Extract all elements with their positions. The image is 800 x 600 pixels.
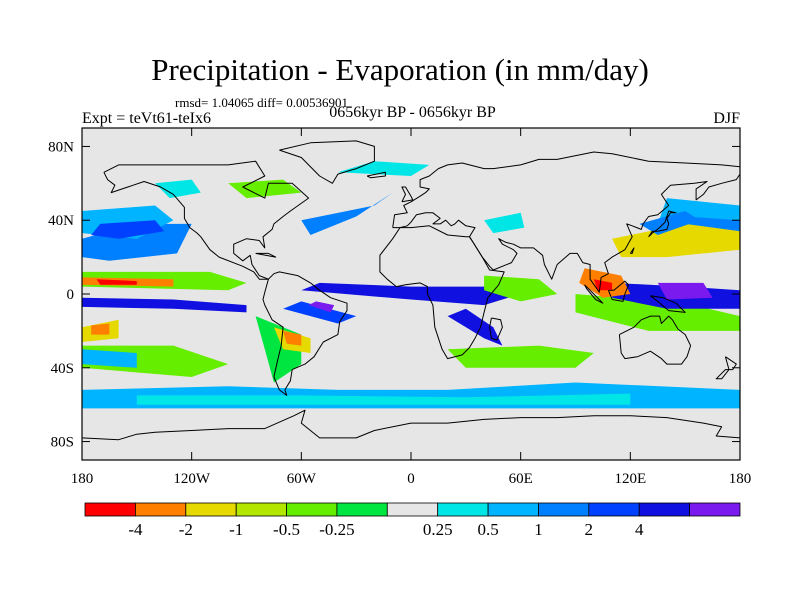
plot-title: Precipitation - Evaporation (in mm/day) — [151, 52, 649, 87]
colorbar-tick-label: -2 — [179, 520, 193, 539]
colorbar-swatch — [235, 502, 287, 517]
pe-contour-region — [283, 301, 357, 324]
y-tick-label: 40N — [48, 213, 74, 229]
coastline — [650, 295, 686, 313]
pe-contour-region — [155, 179, 201, 199]
season-label: DJF — [713, 110, 740, 127]
y-tick-label: 80S — [51, 435, 74, 451]
pe-contour-region — [136, 393, 631, 405]
colorbar-tick-label: -0.5 — [273, 520, 300, 539]
coastline — [392, 151, 740, 293]
colorbar-swatch — [185, 502, 237, 517]
period-label: 0656kyr BP - 0656kyr BP — [329, 104, 496, 121]
y-tick-label: 80N — [48, 139, 74, 155]
pe-contour-region — [228, 179, 302, 199]
colorbar-swatch — [386, 502, 439, 517]
colorbar-tick-label: -0.25 — [319, 520, 354, 539]
pe-contour-region — [639, 211, 700, 235]
pe-contour-region — [447, 345, 594, 368]
colorbar-tick-label: 4 — [635, 520, 644, 539]
y-tick-label: 0 — [67, 287, 75, 303]
colorbar-tick-label: 0.25 — [423, 520, 453, 539]
coastline — [366, 171, 386, 179]
pe-contour-region — [484, 275, 558, 302]
colorbar-swatch — [689, 502, 741, 517]
coastline — [584, 284, 604, 304]
coastline — [401, 186, 414, 203]
x-tick-label: 0 — [407, 471, 415, 487]
coastline — [629, 247, 635, 254]
colorbar-swatch — [286, 502, 338, 517]
coastline — [618, 315, 692, 365]
colorbar-swatch — [538, 502, 590, 517]
x-tick-label: 180 — [729, 471, 752, 487]
coastline — [279, 140, 375, 184]
colorbar-swatch — [84, 502, 136, 517]
stats-label: rmsd= 1.04065 diff= 0.00536901 — [175, 95, 348, 110]
y-tick-label: 40S — [51, 361, 74, 377]
colorbar-tick-label: -4 — [128, 520, 143, 539]
pe-contour-region — [82, 349, 137, 368]
pe-contour-region — [91, 220, 165, 239]
pe-contour-region — [91, 323, 110, 335]
pe-contour-region — [612, 223, 740, 258]
pe-contour-region — [301, 192, 393, 235]
pe-contour-region — [96, 279, 137, 285]
colorbar-tick-label: 0.5 — [477, 520, 498, 539]
colorbar: -4 -2 -1 -0.5 -0.25 0.25 0.5 1 2 4 — [84, 502, 741, 539]
coastline — [489, 317, 503, 341]
pe-contour-region — [484, 212, 525, 234]
x-tick-label: 60W — [287, 471, 317, 487]
pe-contour-region — [301, 282, 521, 306]
pe-contour-region — [308, 301, 335, 313]
colorbar-tick-label: 2 — [585, 520, 594, 539]
pe-contour-region — [337, 161, 430, 176]
x-tick-label: 180 — [71, 471, 94, 487]
x-tick-label: 120E — [614, 471, 646, 487]
x-tick-label: 120W — [173, 471, 211, 487]
colorbar-swatch — [437, 502, 489, 517]
coastline — [648, 210, 677, 238]
colorbar-tick-label: 1 — [534, 520, 543, 539]
pe-contour-region — [657, 282, 713, 300]
coastline — [82, 409, 740, 441]
colorbar-swatch — [588, 502, 640, 517]
coastlines — [82, 140, 740, 441]
pe-contour-region — [82, 297, 247, 313]
coastline — [103, 160, 310, 280]
colorbar-swatch — [638, 502, 691, 517]
map-axes: 180 120W 60W 0 60E 120E 180 80N 40N 0 40S 80S — [48, 128, 751, 487]
pe-contour-region — [593, 279, 613, 291]
pe-contour-region — [575, 294, 740, 331]
pe-field-contours — [82, 161, 740, 460]
pe-contour-region — [283, 330, 302, 346]
colorbar-tick-label: -1 — [229, 520, 243, 539]
coastline — [262, 271, 348, 396]
experiment-label: Expt = teVt61-teIx6 — [82, 110, 211, 127]
colorbar-swatch — [336, 502, 388, 517]
coastline — [379, 225, 505, 360]
coastline — [255, 252, 277, 258]
pe-contour-region — [82, 415, 740, 460]
x-tick-label: 60E — [509, 471, 533, 487]
coastline — [715, 356, 737, 380]
colorbar-swatch — [134, 502, 187, 517]
colorbar-swatch — [487, 502, 539, 517]
coastline — [607, 280, 629, 302]
pe-contour-region — [447, 308, 503, 346]
